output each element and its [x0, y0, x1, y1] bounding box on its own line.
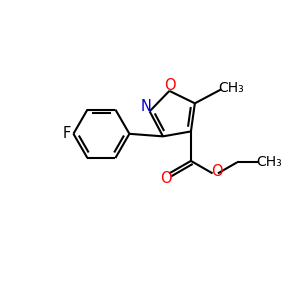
- Text: O: O: [212, 164, 223, 179]
- Text: CH₃: CH₃: [218, 81, 244, 95]
- Text: O: O: [164, 78, 176, 93]
- Text: CH₃: CH₃: [256, 155, 282, 170]
- Text: N: N: [141, 99, 152, 114]
- Text: F: F: [63, 126, 71, 141]
- Text: O: O: [160, 171, 172, 186]
